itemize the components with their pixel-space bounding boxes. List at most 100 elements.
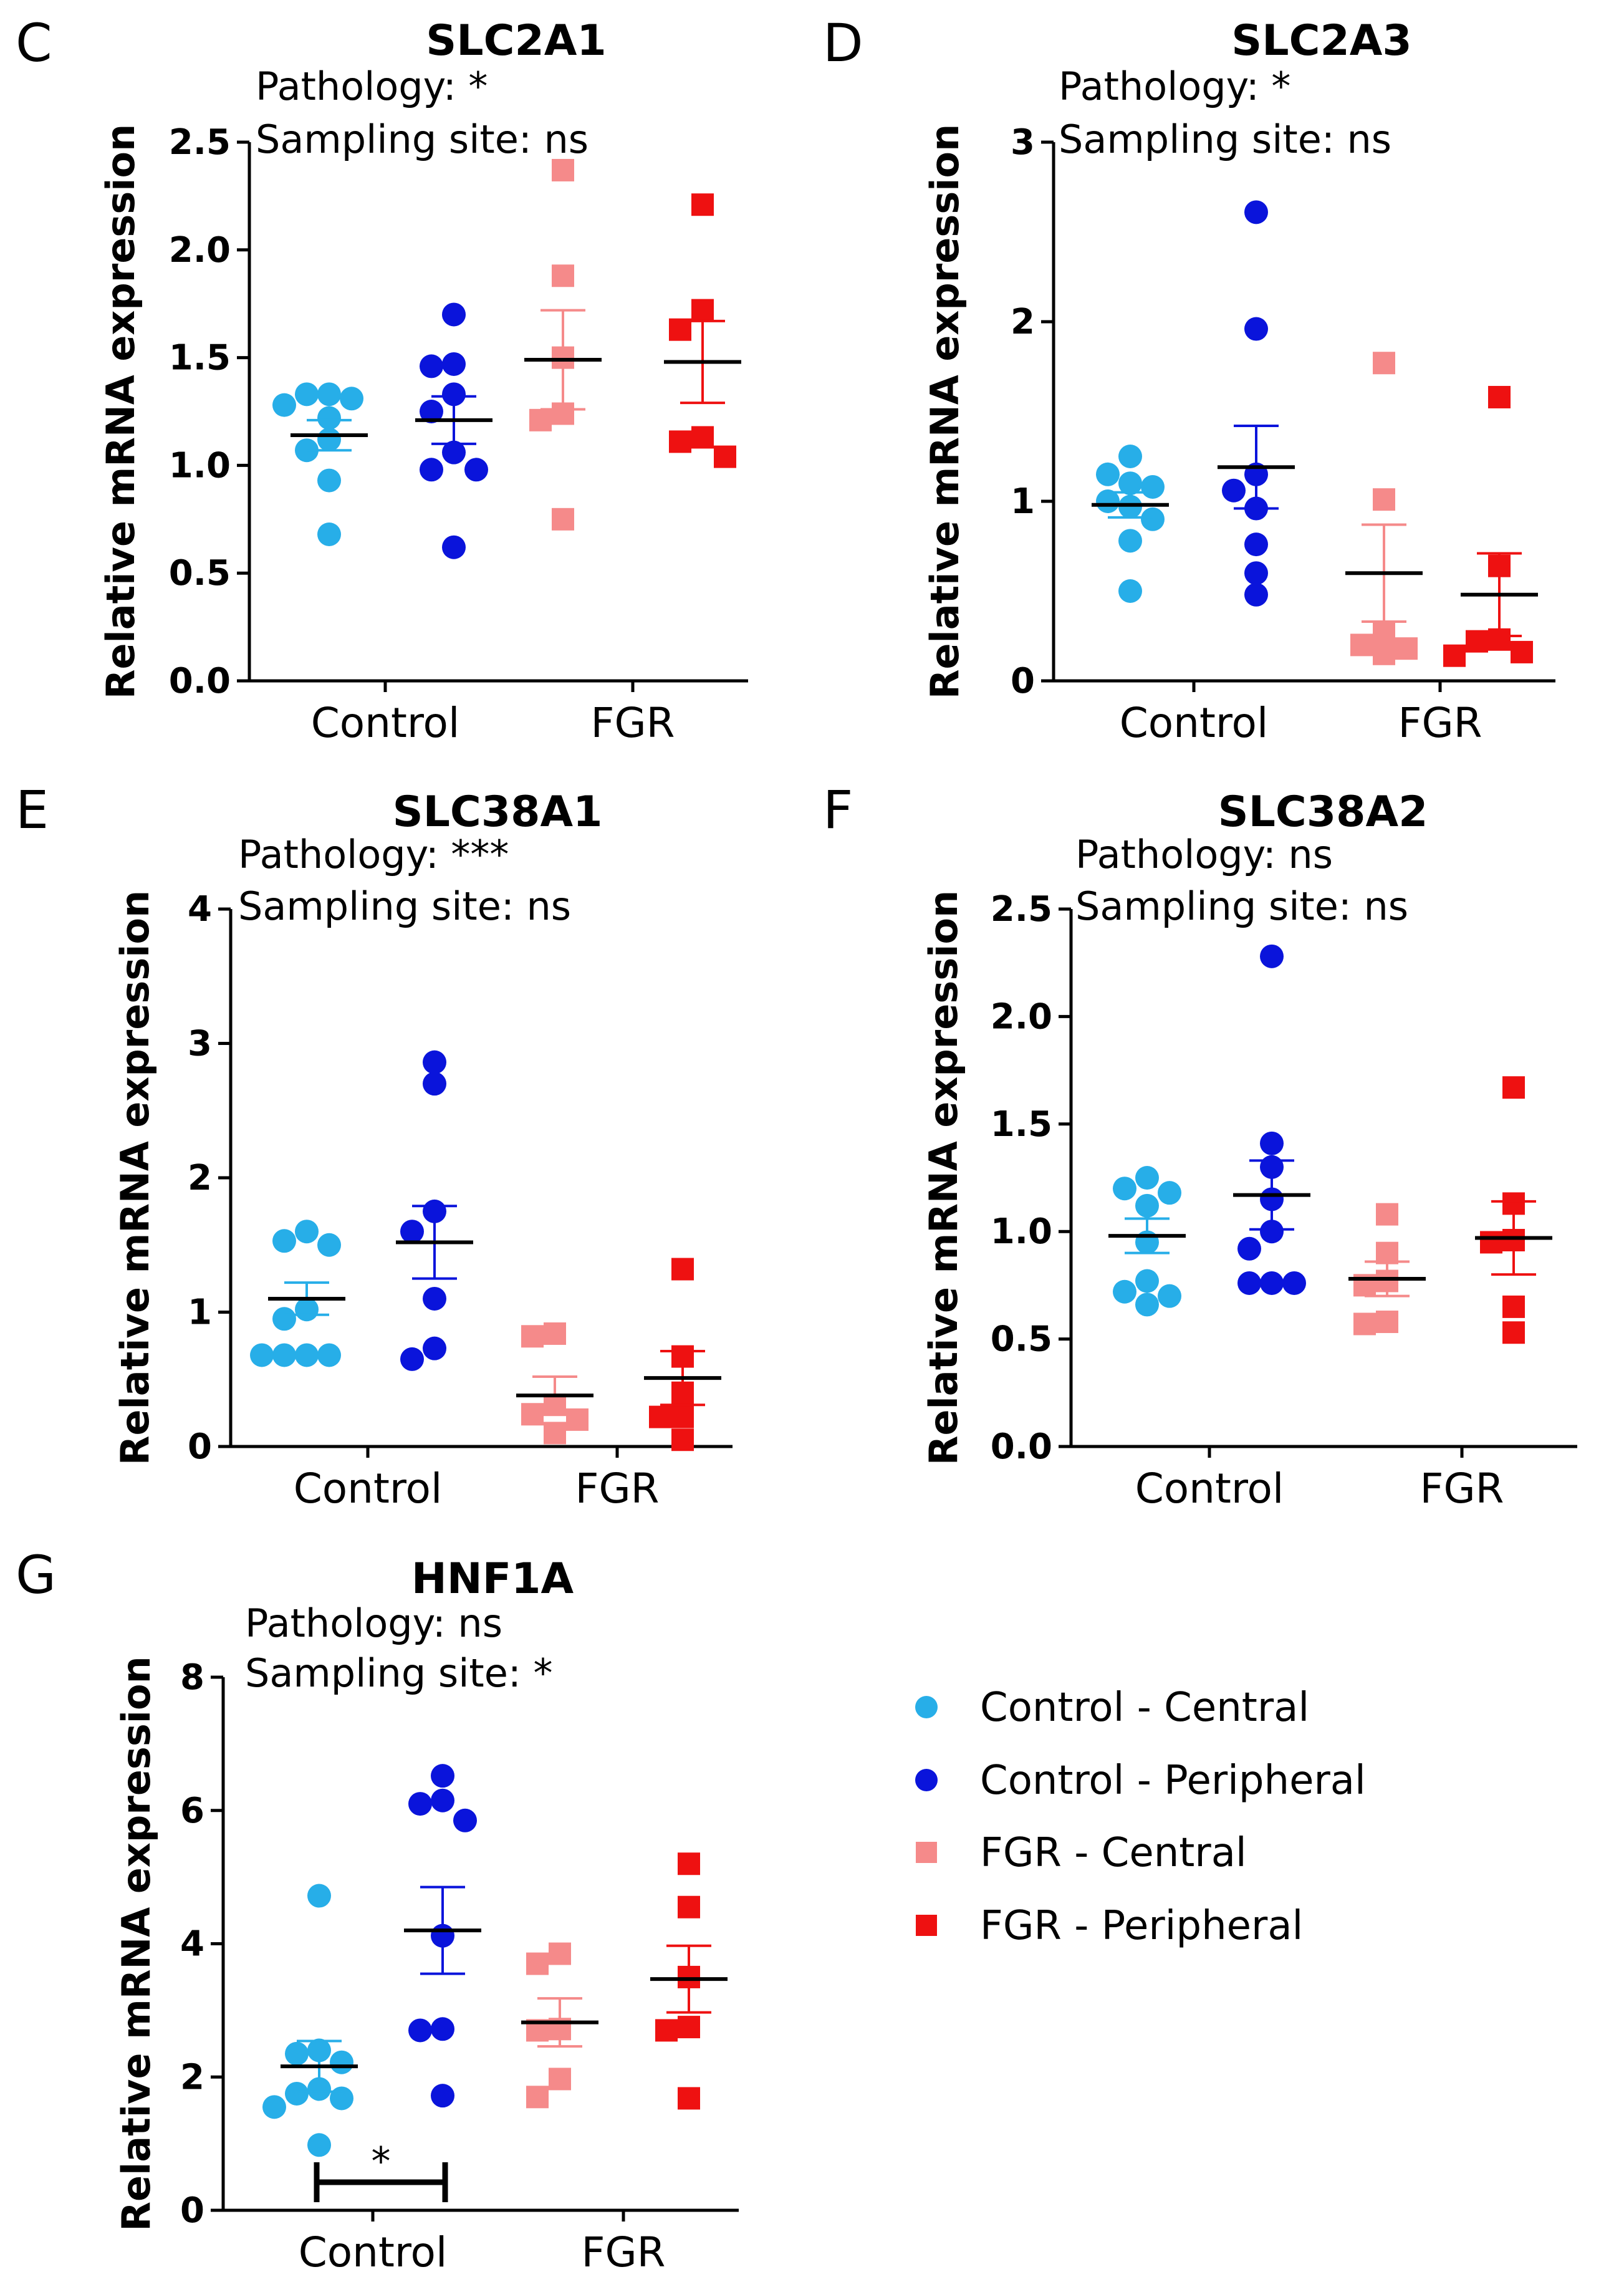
data-point [423, 1072, 446, 1096]
y-tick-label: 1.0 [169, 445, 231, 486]
data-point [295, 1220, 319, 1244]
data-point [307, 2133, 331, 2157]
y-tick-label: 4 [180, 1924, 204, 1965]
data-point [317, 1233, 341, 1257]
data-point [529, 408, 552, 431]
data-point [272, 1229, 296, 1253]
panel-letter: G [16, 1544, 56, 1605]
data-point [1260, 1131, 1284, 1155]
y-tick-label: 6 [180, 1791, 204, 1831]
y-tick-label: 1 [1011, 481, 1035, 522]
data-point [552, 508, 574, 531]
data-point [1244, 532, 1268, 557]
legend-entry: FGR - Central [916, 1830, 1247, 1876]
y-axis-label: Relative mRNA expression [112, 890, 158, 1465]
y-tick-label: 0 [1011, 661, 1035, 701]
data-point [552, 158, 574, 181]
data-point [549, 1942, 571, 1965]
chart-title: HNF1A [411, 1554, 574, 1604]
legend-entry: Control - Peripheral [915, 1758, 1366, 1804]
x-tick-label: FGR [575, 1465, 660, 1513]
y-tick-label: 1.5 [991, 1104, 1052, 1145]
data-point [1373, 488, 1395, 511]
data-point [272, 393, 296, 417]
y-axis-label: Relative mRNA expression [98, 124, 143, 699]
data-point [669, 430, 691, 453]
panel-letter: D [823, 12, 863, 74]
x-tick-label: Control [311, 699, 460, 747]
data-point [442, 382, 466, 407]
y-tick-label: 2 [188, 1158, 212, 1198]
legend-label: FGR - Peripheral [980, 1903, 1303, 1949]
data-point [1135, 1269, 1159, 1293]
data-point [714, 445, 736, 468]
data-point [1158, 1284, 1181, 1308]
x-tick-label: Control [1120, 699, 1269, 747]
data-point [1260, 1271, 1284, 1295]
data-point [1373, 621, 1395, 644]
data-point [1443, 644, 1466, 667]
data-point [408, 2018, 432, 2043]
data-point [1244, 561, 1268, 585]
data-point [1373, 352, 1395, 375]
x-tick-label: FGR [582, 2228, 666, 2276]
data-point [295, 1343, 319, 1367]
data-point [285, 2081, 309, 2106]
legend-marker-fgr-central [916, 1842, 937, 1863]
data-point [420, 458, 443, 482]
data-point [1502, 1321, 1525, 1344]
data-point [549, 2068, 571, 2091]
y-tick-label: 2.5 [991, 889, 1052, 930]
y-tick-label: 0.5 [169, 553, 231, 594]
data-point [330, 2050, 353, 2074]
data-point [317, 1343, 341, 1367]
data-point [1237, 1271, 1261, 1295]
data-point [544, 1422, 566, 1445]
data-point [442, 302, 466, 327]
data-point [442, 440, 466, 465]
legend-label: Control - Peripheral [980, 1758, 1366, 1804]
data-point [678, 1895, 700, 1918]
stat-annotation: Pathology: *** [238, 832, 509, 877]
data-point [423, 1336, 446, 1360]
data-point [262, 2095, 286, 2119]
data-point [400, 1220, 424, 1244]
data-point [423, 1050, 446, 1074]
data-point [1135, 1293, 1159, 1317]
y-tick-label: 4 [188, 889, 212, 930]
data-point [526, 1952, 549, 1975]
legend-entry: FGR - Peripheral [916, 1903, 1303, 1949]
chart-title: SLC2A3 [1231, 16, 1411, 65]
data-point [678, 2087, 700, 2110]
data-point [431, 1764, 454, 1788]
stat-annotation: Pathology: * [1059, 64, 1290, 109]
data-point [442, 352, 466, 376]
data-point [420, 354, 443, 378]
data-point [1113, 1279, 1136, 1304]
data-point [400, 1347, 424, 1371]
data-point [408, 1792, 432, 1816]
data-point [1222, 478, 1246, 503]
data-point [423, 1286, 446, 1311]
panel-letter: C [16, 12, 52, 74]
data-point [1141, 507, 1165, 531]
data-point [1350, 633, 1373, 657]
data-point [272, 1343, 296, 1367]
data-point [691, 193, 714, 216]
chart-title: SLC2A1 [426, 16, 606, 65]
x-tick-label: Control [299, 2228, 448, 2276]
legend-marker-control-central [915, 1696, 938, 1718]
y-tick-label: 2.5 [169, 122, 231, 163]
data-point [250, 1343, 274, 1367]
x-tick-label: Control [1135, 1465, 1284, 1513]
x-tick-label: FGR [1398, 699, 1482, 747]
stat-annotation: Sampling site: ns [1059, 117, 1391, 162]
data-point [566, 1408, 589, 1431]
data-point [544, 1322, 566, 1345]
y-tick-label: 0 [180, 2190, 204, 2231]
data-point [317, 406, 341, 430]
